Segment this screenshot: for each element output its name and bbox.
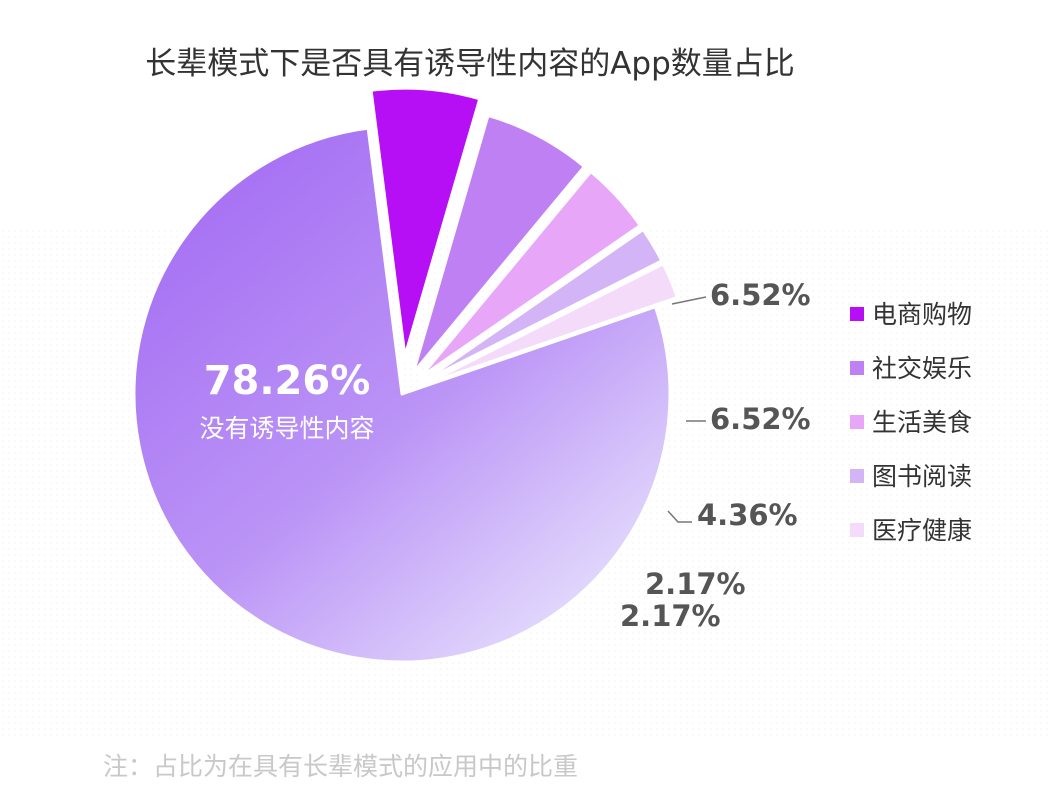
legend-item: 电商购物 [850,300,972,329]
chart-title: 长辈模式下是否具有诱导性内容的App数量占比 [145,46,795,82]
legend-label: 社交娱乐 [872,354,972,383]
slice-labels: 78.26% 没有诱导性内容 6.52% 6.52% 4.36% 2.17%2.17% [199,278,810,633]
leader-line-3 [667,510,692,523]
main-slice-category: 没有诱导性内容 [199,414,374,443]
legend-label: 电商购物 [872,300,972,329]
legend-swatch [850,361,864,375]
pie-slice-3 [418,170,642,380]
leader-lines [667,296,707,523]
slice-label-5: 2.17% [620,599,721,633]
legend-label: 生活美食 [872,408,972,437]
legend-label: 图书阅读 [872,462,972,491]
leader-line-1 [671,296,707,305]
legend-item: 社交娱乐 [850,354,972,383]
slice-label-2: 6.52% [710,402,811,436]
legend-swatch [850,523,864,537]
footnote: 注：占比为在具有长辈模式的应用中的比重 [103,752,578,781]
pie-slice-5 [422,262,680,387]
slice-label-3: 4.36% [697,498,798,532]
legend-swatch [850,469,864,483]
pie-slice-0 [132,126,672,664]
main-slice-percent: 78.26% [204,358,371,404]
pie-slice-1 [369,86,482,358]
legend-item: 医疗健康 [850,516,972,545]
pie-slices [132,86,680,664]
pie-slice-2 [411,113,586,375]
slice-label-1: 6.52% [710,278,811,312]
legend-label: 医疗健康 [872,516,972,545]
legend-item: 图书阅读 [850,462,972,491]
legend-item: 生活美食 [850,408,972,437]
slice-label-4: 2.17% [645,567,746,601]
legend-swatch [850,415,864,429]
legend-swatch [850,307,864,321]
pie-slice-4 [421,227,664,384]
